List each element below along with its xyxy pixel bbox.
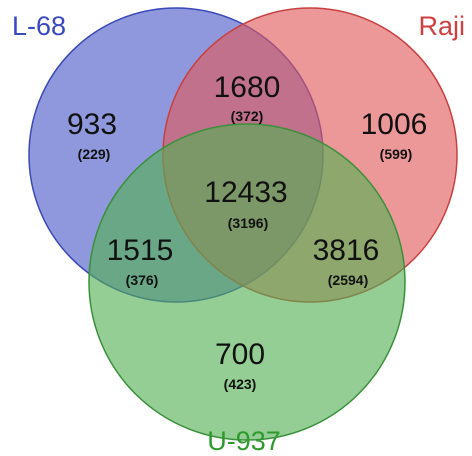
count-raji-only: 1006 [361, 108, 428, 141]
sub-u937-only: (423) [224, 376, 257, 392]
circle-u937 [88, 123, 406, 441]
count-l68-u937: 1515 [107, 234, 174, 267]
count-raji-u937: 3816 [313, 234, 380, 267]
label-raji: Raji [418, 11, 465, 41]
label-l68: L-68 [12, 11, 66, 41]
sub-raji-u937: (2594) [328, 272, 368, 288]
count-all: 12433 [204, 176, 287, 209]
sub-l68-only: (229) [78, 146, 111, 162]
sub-all: (3196) [228, 215, 268, 231]
sub-l68-u937: (376) [126, 272, 159, 288]
label-u937: U-937 [207, 426, 281, 456]
count-u937-only: 700 [215, 338, 265, 371]
count-l68-only: 933 [67, 108, 117, 141]
sub-raji-only: (599) [380, 146, 413, 162]
count-l68-raji: 1680 [214, 71, 281, 104]
sub-l68-raji: (372) [231, 108, 264, 124]
